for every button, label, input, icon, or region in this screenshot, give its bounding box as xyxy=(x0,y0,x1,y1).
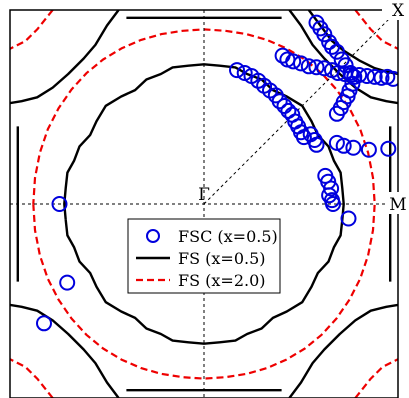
fsc-point-22 xyxy=(316,60,333,77)
fs-x05-curve-2 xyxy=(10,10,120,105)
fsc-point-20 xyxy=(300,58,317,75)
fsc-point-21 xyxy=(308,59,325,76)
fsc-point-19 xyxy=(293,55,309,72)
fs-x2-curve-1 xyxy=(354,10,398,50)
fsc-point-2 xyxy=(316,26,333,43)
fsc-point-40 xyxy=(271,93,288,110)
diagonal-guide-line xyxy=(203,9,399,205)
fsc-point-61 xyxy=(325,196,341,212)
fsc-point-62 xyxy=(340,210,357,227)
center-label-gamma: Γ xyxy=(198,185,210,205)
fsc-point-29 xyxy=(366,68,383,85)
fsc-point-55 xyxy=(380,140,397,157)
legend-marker-fsc xyxy=(146,229,160,243)
fsc-point-27 xyxy=(351,67,368,83)
fsc-point-5 xyxy=(328,43,345,60)
fsc-point-18 xyxy=(285,53,302,70)
fs-x05-curve-3 xyxy=(288,303,398,398)
fs-x2-curve-0 xyxy=(32,28,376,380)
fsc-point-26 xyxy=(343,67,360,83)
fs-x2-curve-3 xyxy=(354,358,398,398)
legend-label-0: FSC (x=0.5) xyxy=(178,227,278,246)
fsc-point-41 xyxy=(276,98,293,114)
fs-x05-curve-0 xyxy=(63,63,345,345)
fsc-point-30 xyxy=(373,69,390,86)
fsc-point-15 xyxy=(328,105,345,122)
edge-label-bg xyxy=(386,192,409,214)
fs-x05-curve-4 xyxy=(10,303,120,398)
fsc-point-4 xyxy=(324,38,340,55)
legend-label-2: FS (x=2.0) xyxy=(178,271,266,290)
fsc-point-52 xyxy=(335,137,352,154)
corner-label-x: X xyxy=(392,1,405,21)
edge-label-m: M xyxy=(389,195,406,215)
fsc-point-53 xyxy=(345,139,362,156)
fsc-point-32 xyxy=(385,70,398,87)
fs-x2-curve-2 xyxy=(10,10,54,50)
fsc-point-65 xyxy=(36,315,52,332)
fsc-point-63 xyxy=(51,196,68,212)
fsc-point-54 xyxy=(360,141,377,158)
fsc-point-64 xyxy=(59,274,76,291)
fs-x05-curve-1 xyxy=(288,10,398,105)
corner-label-bg xyxy=(382,0,402,20)
legend: FSC (x=0.5) FS (x=0.5) FS (x=2.0) xyxy=(127,218,281,294)
fs-x2-curve-4 xyxy=(10,358,54,398)
fsc-point-58 xyxy=(323,180,340,197)
fsc-point-50 xyxy=(308,136,325,153)
legend-label-1: FS (x=0.5) xyxy=(178,249,266,268)
fsc-point-33 xyxy=(229,62,245,79)
